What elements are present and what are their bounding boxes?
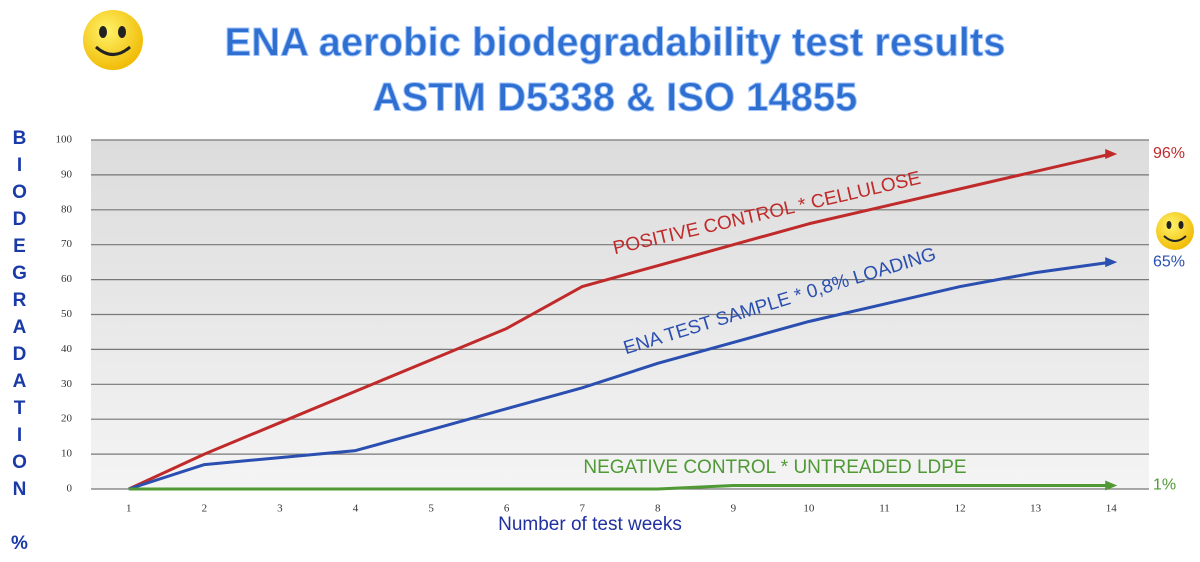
smiley xyxy=(1156,212,1194,250)
y-tick-label: 50 xyxy=(61,308,73,320)
x-tick-label: 3 xyxy=(277,503,283,515)
end-marker xyxy=(1105,148,1118,159)
series-line xyxy=(128,152,1112,491)
y-tick-label: 40 xyxy=(61,343,73,355)
y-tick-label: 90 xyxy=(61,168,73,180)
x-tick-label: 7 xyxy=(579,503,585,515)
x-tick-label: 5 xyxy=(428,503,434,515)
value-label: 1% xyxy=(1153,477,1176,494)
x-tick-label: 11 xyxy=(879,503,890,515)
x-tick-label: 10 xyxy=(803,503,815,515)
y-tick-label: 10 xyxy=(61,448,73,460)
series-line xyxy=(128,484,1112,491)
x-tick-label: 13 xyxy=(1030,503,1042,515)
series-label: NEGATIVE CONTROL * UNTREADED LDPE xyxy=(583,457,966,478)
x-tick-label: 4 xyxy=(353,503,359,515)
x-tick-label: 14 xyxy=(1106,503,1118,515)
x-axis-title: Number of test weeks xyxy=(498,514,682,535)
x-tick-label: 2 xyxy=(202,503,208,515)
y-tick-label: 80 xyxy=(61,203,73,215)
y-tick-label: 30 xyxy=(61,378,73,390)
y-tick-label: 0 xyxy=(67,483,73,495)
series-line xyxy=(128,260,1112,491)
x-tick-label: 1 xyxy=(126,503,132,515)
value-label: 96% xyxy=(1153,145,1185,162)
y-tick-label: 70 xyxy=(61,238,73,250)
smiley xyxy=(83,10,143,70)
x-tick-label: 9 xyxy=(731,503,737,515)
y-tick-label: 20 xyxy=(61,413,73,425)
value-label: 65% xyxy=(1153,253,1185,270)
chart-title: ENA aerobic biodegradability test result… xyxy=(225,21,1006,65)
x-tick-label: 8 xyxy=(655,503,661,515)
y-tick-label: 60 xyxy=(61,273,73,285)
end-marker xyxy=(1105,480,1118,491)
end-marker xyxy=(1105,257,1118,268)
x-tick-label: 6 xyxy=(504,503,510,515)
chart-subtitle: ASTM D5338 & ISO 14855 xyxy=(373,76,858,120)
y-axis-title: BIODEGRADATION % xyxy=(9,128,30,560)
y-tick-label: 100 xyxy=(56,134,73,146)
x-tick-label: 12 xyxy=(955,503,966,515)
